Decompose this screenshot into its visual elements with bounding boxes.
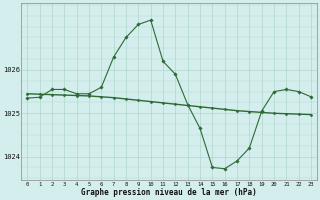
X-axis label: Graphe pression niveau de la mer (hPa): Graphe pression niveau de la mer (hPa): [81, 188, 257, 197]
